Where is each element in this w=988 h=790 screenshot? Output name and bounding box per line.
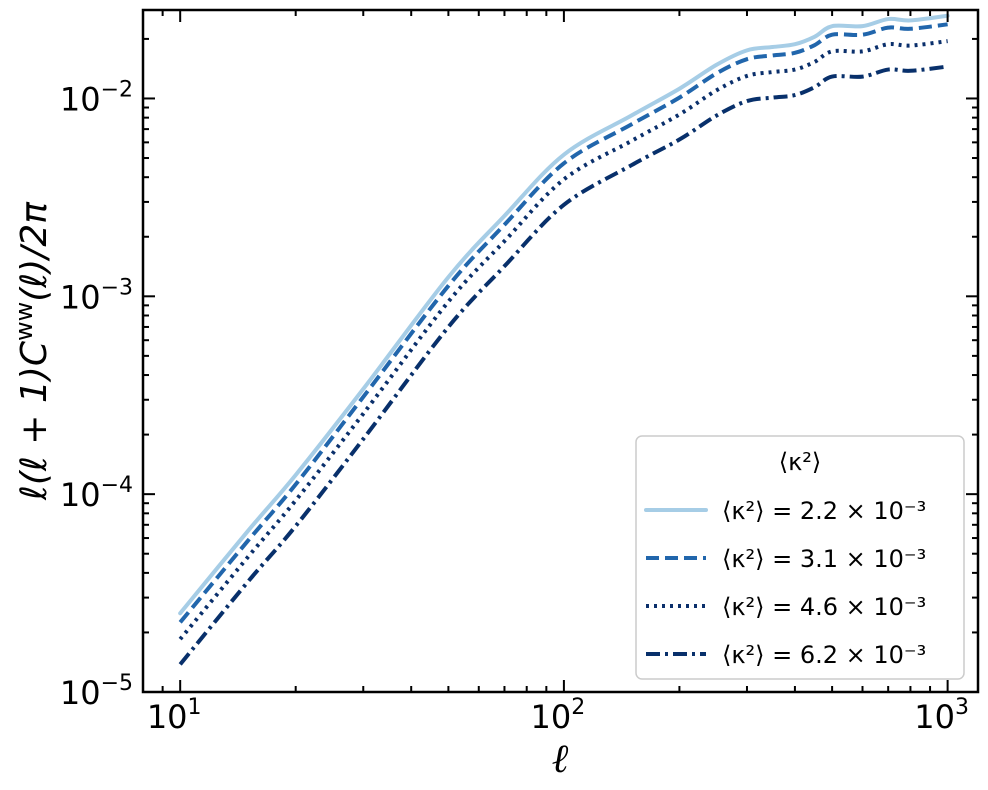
legend-label-3: ⟨κ²⟩ = 4.6 × 10⁻³	[722, 593, 926, 621]
legend-box	[635, 435, 965, 680]
series-line-2	[178, 22, 948, 624]
series-line-4	[178, 64, 948, 666]
legend-label-4: ⟨κ²⟩ = 6.2 × 10⁻³	[722, 641, 926, 669]
y-tick-label: 10−3	[60, 275, 133, 316]
y-tick-label: 10−5	[60, 671, 133, 712]
x-tick-label: 101	[147, 695, 202, 736]
axes-frame	[141, 8, 980, 694]
legend-title: ⟨κ²⟩	[779, 448, 822, 476]
x-axis-label: ℓ	[552, 736, 569, 782]
y-axis-label: ℓ(ℓ + 1)Cww(ℓ)/2π	[10, 201, 55, 501]
legend-label-1: ⟨κ²⟩ = 2.2 × 10⁻³	[722, 497, 926, 525]
series-line-3	[178, 39, 948, 641]
tick-labels: 101 102 103 10−5 10−4 10−3 10−2	[60, 77, 969, 736]
series-line-1	[178, 13, 950, 616]
y-tick-label: 10−4	[60, 473, 133, 514]
y-tick-label: 10−2	[60, 77, 133, 118]
legend-label-2: ⟨κ²⟩ = 3.1 × 10⁻³	[722, 545, 926, 573]
legend: ⟨κ²⟩ ⟨κ²⟩ = 2.2 × 10⁻³ ⟨κ²⟩ = 3.1 × 10⁻³ ⟨…	[635, 435, 965, 680]
x-tick-label: 102	[531, 695, 586, 736]
x-tick-label: 103	[914, 695, 969, 736]
series-layer	[178, 13, 950, 666]
